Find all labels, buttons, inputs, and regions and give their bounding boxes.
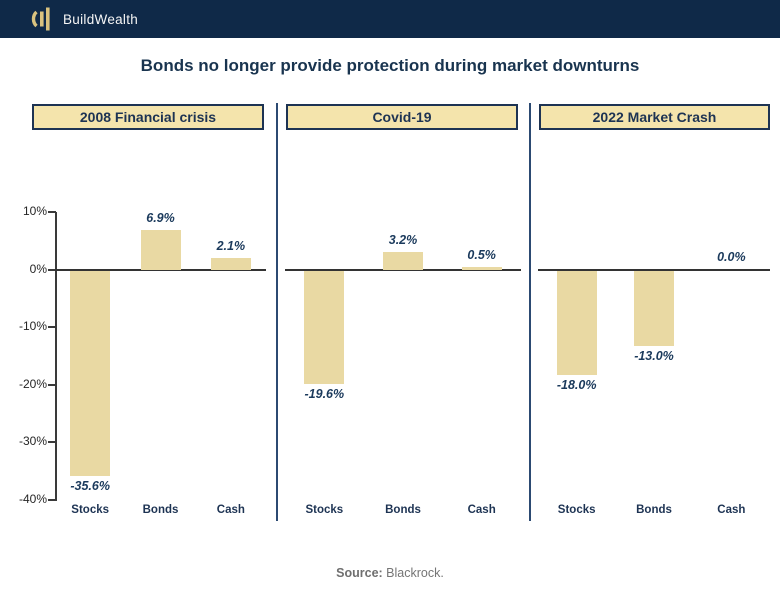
y-tick-label: 10%	[22, 204, 47, 218]
y-tick-mark	[48, 383, 56, 386]
chart-title: Bonds no longer provide protection durin…	[140, 56, 640, 75]
panel-header-covid19: Covid-19	[286, 104, 518, 130]
y-tick-mark	[48, 326, 56, 329]
category-label-cash: Cash	[216, 504, 245, 516]
bar-bonds	[140, 229, 181, 270]
panel-header-2022-crash: 2022 Market Crash	[539, 104, 770, 130]
header-bar: BuildWealth	[0, 0, 780, 38]
bar-value-label: 6.9%	[146, 210, 175, 225]
category-label-stocks: Stocks	[557, 504, 596, 516]
source-note: Source: Blackrock.	[0, 566, 780, 580]
y-tick-mark	[48, 499, 56, 501]
panel-divider	[276, 103, 278, 521]
bar-stocks	[304, 271, 345, 385]
y-tick-label: -10%	[18, 319, 47, 334]
y-tick-label: -40%	[18, 492, 47, 506]
bar-stocks	[70, 271, 111, 477]
y-tick-label: -30%	[18, 434, 47, 449]
bar-cash	[461, 266, 502, 270]
bar-value-label: -13.0%	[634, 349, 674, 364]
bar-cash	[210, 257, 251, 270]
zero-baseline	[285, 269, 521, 271]
category-label-bonds: Bonds	[142, 504, 179, 516]
bar-bonds	[383, 251, 423, 270]
zero-baseline	[538, 269, 770, 271]
category-label-stocks: Stocks	[71, 504, 110, 516]
y-tick-label: 0%	[29, 261, 47, 276]
source-label: Source:	[336, 566, 383, 580]
brand-logo-icon	[29, 5, 55, 33]
bar-value-label: 3.2%	[388, 232, 418, 247]
bar-value-label: -18.0%	[556, 378, 597, 393]
bar-value-label: -19.6%	[304, 387, 345, 402]
category-label-cash: Cash	[717, 504, 746, 516]
bar-stocks	[556, 271, 597, 376]
category-label-stocks: Stocks	[305, 504, 344, 516]
bar-value-label: 0.5%	[467, 247, 496, 262]
y-tick-label: -20%	[18, 376, 47, 391]
y-tick-mark	[48, 211, 56, 213]
source-value: Blackrock.	[382, 566, 444, 580]
category-label-bonds: Bonds	[636, 504, 672, 516]
panel-header-2008-crisis: 2008 Financial crisis	[32, 104, 264, 130]
zero-baseline	[55, 269, 266, 271]
y-tick-mark	[48, 441, 56, 444]
brand-name: BuildWealth	[63, 11, 139, 27]
category-label-cash: Cash	[467, 504, 496, 516]
y-tick-mark	[48, 268, 56, 271]
bar-value-label: 2.1%	[216, 238, 246, 253]
bar-value-label: -35.6%	[70, 479, 110, 494]
bar-bonds	[634, 271, 674, 347]
bar-value-label: 0.0%	[717, 249, 746, 264]
y-axis-line	[55, 212, 57, 501]
panel-divider	[529, 103, 531, 521]
category-label-bonds: Bonds	[385, 504, 421, 516]
